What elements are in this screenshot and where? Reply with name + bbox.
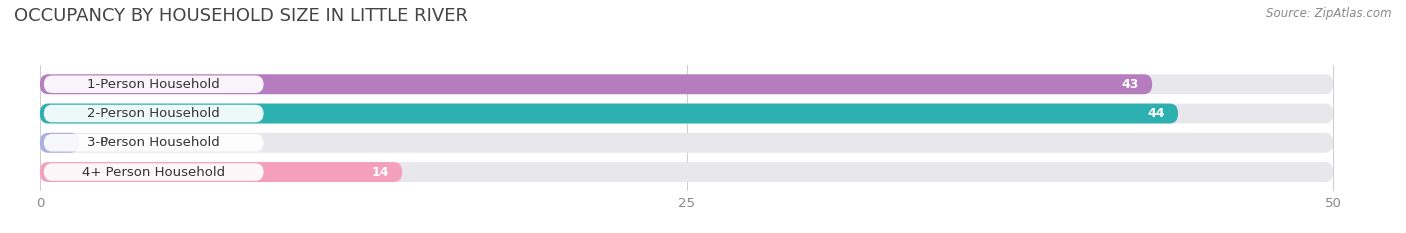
Text: 0: 0 xyxy=(100,136,107,149)
FancyBboxPatch shape xyxy=(39,133,79,153)
Text: 2-Person Household: 2-Person Household xyxy=(87,107,221,120)
Text: 14: 14 xyxy=(371,165,389,178)
Text: 43: 43 xyxy=(1122,78,1139,91)
FancyBboxPatch shape xyxy=(39,74,1333,94)
Text: 4+ Person Household: 4+ Person Household xyxy=(82,165,225,178)
Text: 44: 44 xyxy=(1147,107,1166,120)
FancyBboxPatch shape xyxy=(44,105,264,122)
FancyBboxPatch shape xyxy=(39,162,1333,182)
FancyBboxPatch shape xyxy=(39,162,402,182)
FancyBboxPatch shape xyxy=(44,75,264,93)
FancyBboxPatch shape xyxy=(39,104,1178,123)
Text: OCCUPANCY BY HOUSEHOLD SIZE IN LITTLE RIVER: OCCUPANCY BY HOUSEHOLD SIZE IN LITTLE RI… xyxy=(14,7,468,25)
FancyBboxPatch shape xyxy=(39,104,1333,123)
FancyBboxPatch shape xyxy=(44,163,264,181)
FancyBboxPatch shape xyxy=(39,133,1333,153)
Text: Source: ZipAtlas.com: Source: ZipAtlas.com xyxy=(1267,7,1392,20)
Text: 1-Person Household: 1-Person Household xyxy=(87,78,221,91)
FancyBboxPatch shape xyxy=(39,74,1152,94)
Text: 3-Person Household: 3-Person Household xyxy=(87,136,221,149)
FancyBboxPatch shape xyxy=(44,134,264,151)
